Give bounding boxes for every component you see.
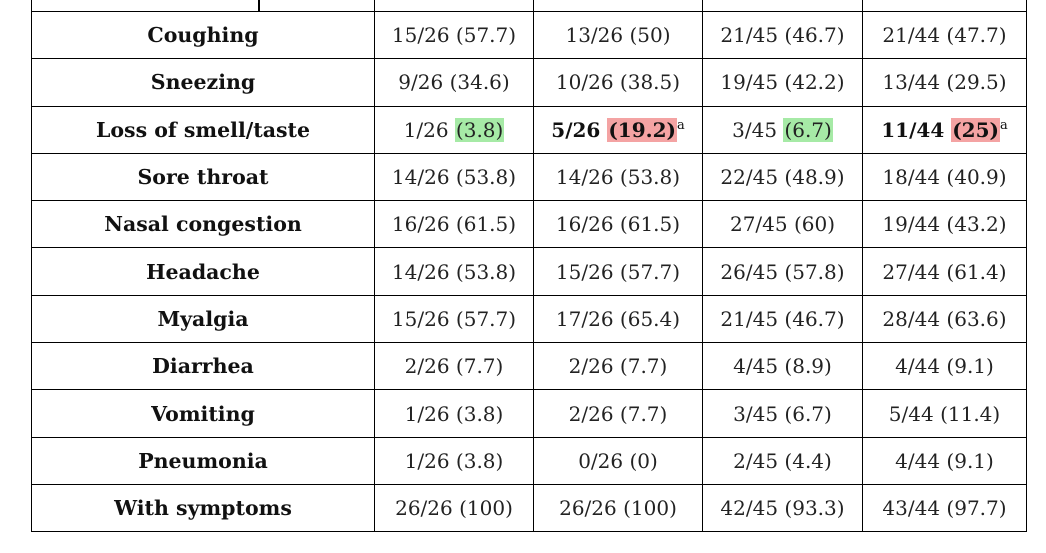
table-cell: 3/45 (6.7)	[702, 105, 863, 154]
table-cell: 19/45 (42.2)	[702, 58, 863, 107]
table-cell: 4/44 (9.1)	[862, 436, 1027, 485]
highlight-green-percent: (3.8)	[454, 117, 505, 142]
table-cell: 1/26 (3.8)	[374, 105, 534, 154]
highlight-red-percent: (25)	[951, 117, 1000, 142]
row-label: With symptoms	[31, 483, 375, 533]
row-label: Headache	[31, 247, 375, 296]
cell-count: 11/44	[881, 117, 945, 142]
table-cell: 14/26 (53.8)	[374, 152, 534, 202]
header-row-remnant	[31, 0, 1027, 12]
table-cell: 16/26 (61.5)	[533, 200, 703, 249]
symptom-table: Coughing 15/26 (57.7) 13/26 (50) 21/45 (46.…	[31, 0, 1027, 533]
table-cell: 13/44 (29.5)	[862, 58, 1027, 107]
table-cell: 42/45 (93.3)	[702, 483, 863, 533]
cell-count: 5/26	[551, 117, 601, 142]
table-row: Myalgia 15/26 (57.7) 17/26 (65.4) 21/45 (46…	[31, 294, 1027, 344]
table-cell: 9/26 (34.6)	[374, 58, 534, 107]
footnote-marker: a	[999, 117, 1008, 133]
table-cell: 1/26 (3.8)	[374, 389, 534, 438]
table-cell: 4/44 (9.1)	[862, 342, 1027, 391]
cell-count: 1/26	[403, 117, 449, 142]
table-cell: 5/26 (19.2)a	[533, 105, 703, 154]
table-row: Sneezing 9/26 (34.6) 10/26 (38.5) 19/45 (42…	[31, 58, 1027, 107]
table-cell: 10/26 (38.5)	[533, 58, 703, 107]
table-row: Loss of smell/taste 1/26 (3.8) 5/26 (19.2)…	[31, 105, 1027, 154]
table-cell: 26/26 (100)	[374, 483, 534, 533]
table-cell: 2/45 (4.4)	[702, 436, 863, 485]
footnote-marker: a	[676, 117, 685, 133]
table-row: Pneumonia 1/26 (3.8) 0/26 (0) 2/45 (4.4) 4/4…	[31, 436, 1027, 485]
row-label: Vomiting	[31, 389, 375, 438]
table-cell: 16/26 (61.5)	[374, 200, 534, 249]
table-cell: 3/45 (6.7)	[702, 389, 863, 438]
row-label: Diarrhea	[31, 342, 375, 391]
table-row: Sore throat 14/26 (53.8) 14/26 (53.8) 22/45…	[31, 152, 1027, 202]
table-cell: 22/45 (48.9)	[702, 152, 863, 202]
row-label: Coughing	[31, 10, 375, 60]
table-cell: 14/26 (53.8)	[374, 247, 534, 296]
header-divider-stub	[258, 0, 260, 11]
row-label: Sore throat	[31, 152, 375, 202]
table-cell: 27/45 (60)	[702, 200, 863, 249]
table-body: Coughing 15/26 (57.7) 13/26 (50) 21/45 (46.…	[31, 0, 1027, 533]
table-cell: 17/26 (65.4)	[533, 294, 703, 344]
row-label: Pneumonia	[31, 436, 375, 485]
table-cell: 2/26 (7.7)	[533, 389, 703, 438]
table-cell: 21/45 (46.7)	[702, 10, 863, 60]
highlight-red-percent: (19.2)	[607, 117, 677, 142]
highlight-green-percent: (6.7)	[783, 117, 833, 142]
row-label: Myalgia	[31, 294, 375, 344]
table-cell: 21/44 (47.7)	[862, 10, 1027, 60]
table-cell: 13/26 (50)	[533, 10, 703, 60]
cell-count: 3/45	[732, 117, 778, 142]
table-cell: 28/44 (63.6)	[862, 294, 1027, 344]
table-cell: 15/26 (57.7)	[374, 294, 534, 344]
table-cell: 21/45 (46.7)	[702, 294, 863, 344]
table-cell: 14/26 (53.8)	[533, 152, 703, 202]
table-cell: 2/26 (7.7)	[533, 342, 703, 391]
table-cell: 5/44 (11.4)	[862, 389, 1027, 438]
table-cell: 15/26 (57.7)	[533, 247, 703, 296]
row-label: Nasal congestion	[31, 200, 375, 249]
table-cell: 26/45 (57.8)	[702, 247, 863, 296]
table-row: Coughing 15/26 (57.7) 13/26 (50) 21/45 (46.…	[31, 10, 1027, 60]
table-cell: 18/44 (40.9)	[862, 152, 1027, 202]
symptom-table-container: Coughing 15/26 (57.7) 13/26 (50) 21/45 (46.…	[31, 0, 1027, 533]
table-row: Vomiting 1/26 (3.8) 2/26 (7.7) 3/45 (6.7) 5/…	[31, 389, 1027, 438]
table-cell: 1/26 (3.8)	[374, 436, 534, 485]
table-cell: 11/44 (25)a	[862, 105, 1027, 154]
table-cell: 4/45 (8.9)	[702, 342, 863, 391]
table-cell: 26/26 (100)	[533, 483, 703, 533]
table-cell: 0/26 (0)	[533, 436, 703, 485]
row-label: Sneezing	[31, 58, 375, 107]
table-row: Headache 14/26 (53.8) 15/26 (57.7) 26/45 (5…	[31, 247, 1027, 296]
table-cell: 15/26 (57.7)	[374, 10, 534, 60]
row-label: Loss of smell/taste	[31, 105, 375, 154]
table-row: With symptoms 26/26 (100) 26/26 (100) 42/45…	[31, 483, 1027, 533]
table-row: Diarrhea 2/26 (7.7) 2/26 (7.7) 4/45 (8.9) 4/…	[31, 342, 1027, 391]
table-cell: 27/44 (61.4)	[862, 247, 1027, 296]
table-cell: 43/44 (97.7)	[862, 483, 1027, 533]
table-cell: 19/44 (43.2)	[862, 200, 1027, 249]
table-row: Nasal congestion 16/26 (61.5) 16/26 (61.5)…	[31, 200, 1027, 249]
table-cell: 2/26 (7.7)	[374, 342, 534, 391]
